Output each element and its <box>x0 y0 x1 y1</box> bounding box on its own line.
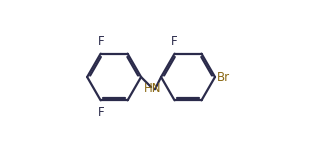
Text: F: F <box>98 34 105 47</box>
Text: HN: HN <box>144 82 162 95</box>
Text: F: F <box>170 34 177 47</box>
Text: F: F <box>98 107 105 120</box>
Text: Br: Br <box>217 71 230 83</box>
